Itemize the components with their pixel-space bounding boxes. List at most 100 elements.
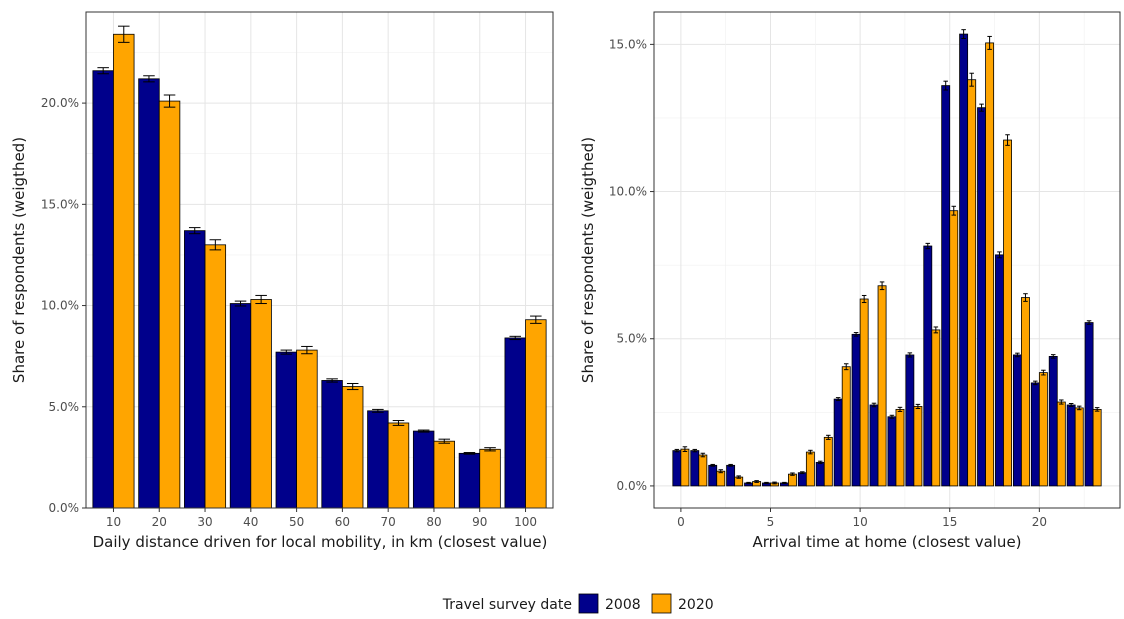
x-tick-label: 10 (106, 515, 121, 529)
x-tick-label: 40 (243, 515, 258, 529)
bar-2020 (525, 319, 547, 509)
bar-2020 (931, 329, 941, 487)
bar-2008 (851, 333, 861, 487)
left-chart-panel: 0.0% 5.0% 10.0% 15.0% 20.0% 10 20 30 40 50 60 70 80 9… (10, 11, 554, 551)
bar-2020 (1003, 139, 1012, 487)
bar-2008 (92, 70, 114, 509)
bar-2020 (698, 454, 708, 487)
legend-label-2020: 2020 (678, 597, 714, 613)
y-tick-label: 15.0% (609, 37, 647, 51)
bar-2020 (841, 366, 851, 487)
bar-2008 (905, 354, 915, 487)
x-tick-label: 30 (197, 515, 212, 529)
bar-2020 (985, 42, 995, 487)
x-axis-title: Arrival time at home (closest value) (752, 533, 1021, 551)
bar-2008 (458, 452, 481, 509)
bar-2008 (690, 450, 700, 487)
bar-2020 (1038, 372, 1048, 487)
bar-2008 (923, 245, 933, 487)
x-tick-label: 0 (677, 515, 685, 529)
y-tick-label: 5.0% (617, 332, 648, 346)
bar-2008 (941, 85, 951, 487)
bar-2008 (1066, 404, 1076, 487)
y-axis-title: Share of respondents (weigthed) (579, 137, 597, 383)
bar-2008 (367, 410, 389, 509)
x-tick-label: 10 (852, 515, 867, 529)
x-tick-label: 50 (289, 515, 304, 529)
x-axis-title: Daily distance driven for local mobility… (93, 533, 548, 551)
x-tick-label: 20 (152, 515, 167, 529)
y-tick-label: 20.0% (41, 96, 79, 110)
x-tick-label: 15 (942, 515, 957, 529)
panel-border (653, 11, 1121, 509)
y-axis-title: Share of respondents (weigthed) (10, 137, 28, 383)
bar-2008 (1030, 382, 1040, 487)
x-tick-label: 5 (767, 515, 775, 529)
legend-swatch-2008 (578, 593, 599, 614)
bar-2008 (184, 230, 206, 509)
y-tick-label: 0.0% (49, 501, 80, 515)
bar-2020 (158, 100, 181, 509)
bar-2020 (877, 285, 887, 487)
bar-2008 (1084, 322, 1094, 487)
y-tick-label: 10.0% (41, 299, 79, 313)
bar-2008 (321, 380, 343, 509)
bar-2020 (895, 408, 905, 487)
x-tick-label: 60 (335, 515, 350, 529)
bar-2008 (229, 303, 252, 509)
bar-2020 (341, 386, 364, 509)
bar-2020 (387, 422, 410, 509)
legend-swatch-2020 (651, 593, 672, 614)
x-tick-label: 90 (472, 515, 487, 529)
bar-2020 (716, 470, 726, 487)
y-tick-label: 15.0% (41, 197, 79, 211)
x-tick-label: 20 (1032, 515, 1047, 529)
bar-2008 (672, 450, 682, 487)
bar-2008 (815, 461, 825, 487)
bar-2008 (887, 416, 897, 487)
bar-2020 (949, 210, 959, 487)
bar-2020 (805, 451, 815, 487)
bar-2020 (913, 406, 923, 487)
bar-2008 (412, 430, 435, 509)
y-tick-label: 5.0% (49, 400, 80, 414)
bar-2008 (504, 337, 526, 509)
panel-border (85, 11, 554, 509)
bar-2020 (1092, 408, 1102, 487)
legend-label-2008: 2008 (605, 597, 641, 613)
bar-2008 (959, 33, 969, 487)
bar-2020 (859, 298, 869, 487)
legend: Travel survey date 2008 2020 (442, 593, 714, 614)
bar-2008 (977, 107, 986, 487)
bar-2008 (726, 464, 736, 487)
y-tick-label: 10.0% (609, 185, 647, 199)
bar-2008 (138, 78, 160, 509)
bar-2020 (250, 299, 272, 509)
bar-2020 (967, 79, 977, 487)
bar-2020 (680, 448, 690, 487)
bar-2020 (113, 33, 135, 509)
x-tick-label: 80 (426, 515, 441, 529)
bar-2020 (1021, 297, 1030, 487)
right-chart-panel: 0.0% 5.0% 10.0% 15.0% 0 5 10 15 20 Arrival time a… (579, 11, 1121, 551)
bar-2020 (788, 473, 797, 487)
bar-2020 (1074, 407, 1084, 487)
bar-2008 (869, 404, 879, 487)
bar-2020 (433, 440, 455, 509)
bar-2008 (275, 351, 298, 509)
bar-2008 (995, 254, 1004, 487)
legend-title: Travel survey date (442, 597, 572, 613)
bar-2008 (797, 472, 807, 487)
bar-2008 (1048, 356, 1058, 487)
bar-2020 (204, 244, 227, 509)
bar-2008 (833, 398, 843, 487)
bar-2020 (479, 448, 501, 509)
bar-2020 (296, 349, 318, 509)
x-tick-label: 100 (514, 515, 537, 529)
bar-2020 (823, 436, 833, 487)
bar-2008 (1012, 354, 1022, 487)
bar-2020 (1056, 401, 1066, 487)
x-tick-label: 70 (381, 515, 396, 529)
bar-2008 (708, 464, 718, 487)
